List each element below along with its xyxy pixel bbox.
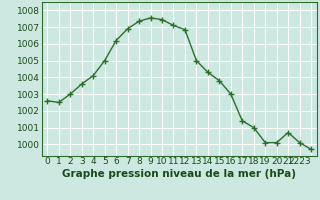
X-axis label: Graphe pression niveau de la mer (hPa): Graphe pression niveau de la mer (hPa): [62, 169, 296, 179]
